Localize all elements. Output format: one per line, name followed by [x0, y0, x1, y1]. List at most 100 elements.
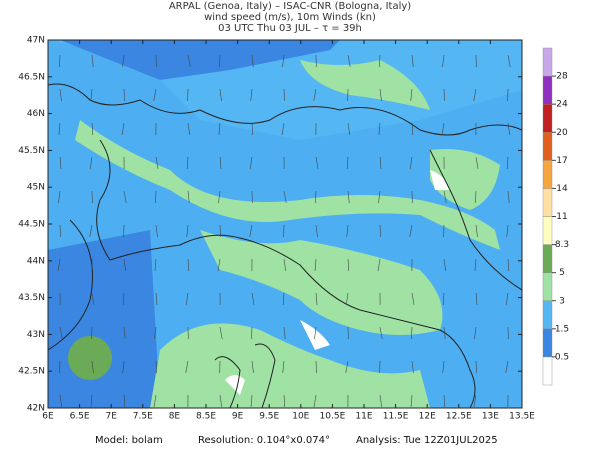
- wind-barb: [123, 224, 125, 238]
- wind-barb: [379, 156, 382, 170]
- colorbar-label: 3: [559, 296, 565, 306]
- wind-barb: [154, 326, 157, 340]
- colorbar-bin: [542, 356, 553, 386]
- wind-barb: [58, 190, 61, 204]
- lat-label: 44.5N: [18, 220, 45, 230]
- wind-barb: [506, 224, 509, 238]
- wind-barb: [90, 394, 93, 408]
- wind-barb: [283, 224, 285, 238]
- wind-barb: [282, 360, 285, 374]
- colorbar-bin: [542, 188, 553, 217]
- colorbar-bin: [542, 272, 553, 301]
- wind-barb: [153, 394, 157, 407]
- wind-barb: [378, 122, 381, 136]
- wind-barb: [251, 292, 255, 305]
- wind-barb: [473, 394, 477, 407]
- wind-barb: [251, 122, 254, 136]
- wind-barb: [122, 360, 125, 374]
- lat-label: 46N: [27, 109, 45, 119]
- wind-barb: [121, 122, 125, 135]
- lon-label: 10.5E: [320, 412, 346, 422]
- colorbar-bin: [542, 300, 553, 330]
- wind-barb: [187, 326, 189, 340]
- wind-barbs: [57, 54, 511, 408]
- wind-barb: [315, 360, 317, 374]
- wind-barb: [122, 54, 125, 68]
- wind-barb: [379, 326, 383, 339]
- wind-barb: [58, 122, 61, 136]
- wind-barb: [441, 122, 445, 135]
- map-field: [48, 40, 522, 408]
- wind-barb: [155, 360, 157, 374]
- wind-barb: [314, 258, 317, 272]
- wind-barb: [474, 326, 477, 340]
- wind-barb: [218, 122, 221, 136]
- wind-barb: [347, 326, 349, 340]
- wind-barb: [218, 190, 221, 204]
- wind-barb: [91, 190, 93, 204]
- colorbar-label: 24: [556, 100, 568, 110]
- wind-barb: [251, 326, 253, 340]
- wind-barb: [283, 190, 287, 203]
- colorbar-label: 28: [556, 72, 568, 82]
- wind-barb: [442, 292, 445, 306]
- wind-barb: [507, 88, 509, 102]
- lon-label: 11.5E: [383, 412, 409, 422]
- wind-barb: [123, 190, 127, 203]
- header-line: wind speed (m/s), 10m Winds (kn): [204, 12, 376, 23]
- colorbar-bin: [542, 244, 553, 273]
- wind-barb: [123, 326, 126, 340]
- wind-barb: [219, 54, 221, 68]
- wind-barb: [219, 88, 222, 102]
- colorbar-label: 14: [556, 184, 568, 194]
- wind-barb: [315, 292, 318, 306]
- wind-barb: [475, 156, 479, 169]
- wind-barb: [379, 54, 381, 68]
- wind-barb: [409, 156, 413, 170]
- wind-barb: [154, 258, 157, 272]
- wind-barb: [410, 394, 413, 408]
- wind-barb: [443, 88, 445, 102]
- wind-barb: [474, 258, 477, 272]
- lon-label: 7E: [105, 412, 117, 422]
- lat-label: 44N: [27, 256, 45, 266]
- wind-barb: [123, 394, 126, 408]
- wind-barb: [123, 258, 127, 272]
- wind-barb: [219, 326, 223, 339]
- wind-barb: [475, 190, 477, 204]
- wind-barb: [314, 326, 317, 340]
- wind-barb: [153, 88, 157, 101]
- colorbar-label: 17: [556, 156, 567, 166]
- lat-label: 45N: [27, 183, 45, 193]
- wind-barb: [187, 190, 190, 204]
- lat-label: 47N: [27, 36, 45, 46]
- wind-barb: [411, 190, 413, 204]
- wind-barb: [187, 258, 190, 272]
- wind-barb: [219, 360, 221, 374]
- wind-barb: [505, 292, 509, 306]
- wind-barb: [91, 360, 94, 374]
- wind-barb: [505, 360, 509, 373]
- wind-barb: [411, 292, 415, 305]
- wind-barb: [155, 224, 158, 238]
- lon-label: 10E: [292, 412, 309, 422]
- wind-barb: [315, 54, 317, 68]
- wind-barb: [377, 258, 381, 271]
- wind-barb: [282, 54, 285, 68]
- wind-barb: [506, 156, 509, 170]
- wind-barb: [59, 156, 62, 170]
- lon-label: 13E: [482, 412, 499, 422]
- wind-barb: [507, 54, 511, 67]
- wind-barb: [475, 360, 477, 374]
- wind-barb: [507, 258, 510, 272]
- wind-barb: [186, 156, 189, 170]
- wind-barb: [155, 156, 159, 169]
- wind-barb: [59, 394, 63, 408]
- wind-barb: [379, 394, 383, 408]
- wind-barb: [313, 394, 317, 407]
- wind-barb: [251, 190, 253, 204]
- colorbar-label: 1.5: [555, 324, 569, 334]
- colorbar-bin: [542, 132, 553, 161]
- wind-barb: [89, 156, 93, 170]
- wind-barb: [219, 224, 221, 238]
